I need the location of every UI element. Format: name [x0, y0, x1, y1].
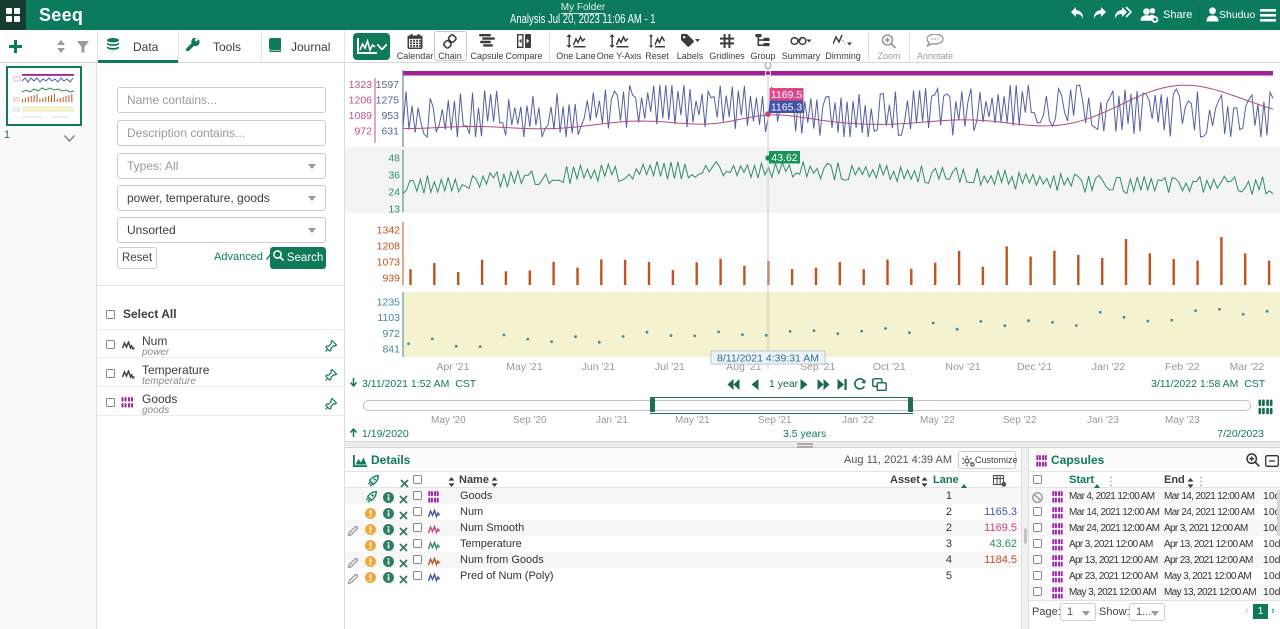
svg-text:1323: 1323: [349, 79, 373, 91]
svg-text:939: 939: [382, 273, 400, 285]
svg-text:631: 631: [381, 126, 399, 138]
svg-text:Oct '21: Oct '21: [873, 361, 906, 373]
svg-text:48: 48: [388, 153, 400, 165]
svg-text:24: 24: [388, 187, 400, 199]
svg-text:43.62: 43.62: [771, 152, 797, 164]
svg-text:Feb '22: Feb '22: [1165, 361, 1200, 373]
svg-text:972: 972: [354, 126, 372, 138]
svg-text:1235: 1235: [377, 297, 401, 309]
svg-text:May '21: May '21: [506, 361, 543, 373]
svg-text:1597: 1597: [376, 79, 400, 91]
svg-text:Apr '21: Apr '21: [437, 361, 470, 373]
svg-text:Jul '21: Jul '21: [655, 361, 685, 373]
svg-text:Mar '22: Mar '22: [1230, 361, 1265, 373]
svg-text:1275: 1275: [376, 95, 400, 107]
svg-text:Jun '21: Jun '21: [582, 361, 616, 373]
svg-text:972: 972: [382, 328, 400, 340]
svg-text:Jan '22: Jan '22: [1092, 361, 1126, 373]
svg-text:1342: 1342: [377, 225, 401, 237]
svg-text:1208: 1208: [377, 241, 401, 253]
svg-text:841: 841: [382, 344, 400, 356]
svg-text:1165.3: 1165.3: [771, 102, 802, 114]
svg-text:1073: 1073: [377, 257, 401, 269]
svg-text:1206: 1206: [349, 95, 373, 107]
svg-text:13: 13: [388, 204, 400, 216]
svg-text:Nov '21: Nov '21: [945, 361, 980, 373]
svg-text:36: 36: [388, 170, 400, 182]
svg-text:1169.5: 1169.5: [771, 89, 802, 101]
svg-text:8/11/2021 4:39:31 AM: 8/11/2021 4:39:31 AM: [717, 353, 819, 365]
svg-text:953: 953: [381, 110, 399, 122]
svg-text:1089: 1089: [349, 110, 373, 122]
svg-text:1103: 1103: [377, 312, 400, 324]
svg-text:Dec '21: Dec '21: [1017, 361, 1052, 373]
